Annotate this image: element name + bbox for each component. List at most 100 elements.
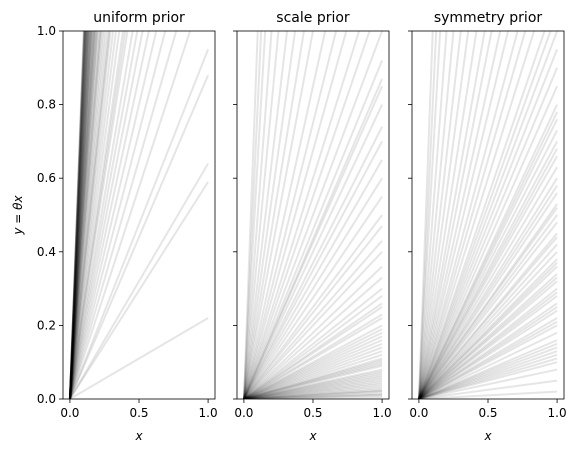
line-14 xyxy=(418,287,558,399)
line-28 xyxy=(68,31,98,399)
line-22 xyxy=(418,221,558,399)
y-tick-label: 0.2 xyxy=(37,318,56,332)
line-60 xyxy=(243,370,383,399)
line-15 xyxy=(418,280,558,399)
line-10 xyxy=(68,31,150,399)
line-63 xyxy=(243,350,383,399)
line-18 xyxy=(68,31,115,399)
line-56 xyxy=(243,389,383,399)
line-49 xyxy=(242,31,289,399)
line-58 xyxy=(68,31,102,399)
x-tick-label: 0.5 xyxy=(129,406,148,420)
line-38 xyxy=(242,78,384,399)
line-5 xyxy=(68,49,210,399)
line-27 xyxy=(243,251,383,399)
line-67 xyxy=(243,313,383,399)
line-21 xyxy=(418,232,558,399)
line-19 xyxy=(243,331,383,399)
line-50 xyxy=(417,31,448,399)
x-tick-label: 0.0 xyxy=(60,406,79,420)
x-tick-label: 0.0 xyxy=(409,406,428,420)
line-28 xyxy=(243,240,383,399)
line-19 xyxy=(418,251,558,399)
y-axis-label: y = θx xyxy=(11,194,25,235)
y-tick-label: 0.0 xyxy=(37,392,56,406)
line-2 xyxy=(418,379,558,399)
line-37 xyxy=(417,31,552,399)
line-61 xyxy=(418,262,558,399)
line-58 xyxy=(243,377,383,399)
line-17 xyxy=(68,31,117,399)
line-40 xyxy=(417,31,527,399)
line-26 xyxy=(68,31,100,399)
line-13 xyxy=(243,364,383,399)
x-tick-label: 1.0 xyxy=(373,406,392,420)
y-tick-label: 1.0 xyxy=(37,24,56,38)
line-34 xyxy=(243,140,383,399)
line-63 xyxy=(418,207,558,399)
line-62 xyxy=(243,359,383,399)
line-9 xyxy=(68,31,158,399)
series-lines xyxy=(417,31,559,399)
line-32 xyxy=(418,104,558,399)
line-27 xyxy=(68,31,99,399)
line-26 xyxy=(243,265,383,399)
line-37 xyxy=(242,85,384,399)
line-9 xyxy=(418,324,558,399)
line-2 xyxy=(69,181,209,399)
line-31 xyxy=(418,118,558,399)
line-59 xyxy=(68,31,111,399)
line-7 xyxy=(418,339,558,399)
line-31 xyxy=(243,196,383,399)
line-33 xyxy=(417,85,559,399)
line-19 xyxy=(68,31,112,399)
line-44 xyxy=(242,31,338,399)
line-25 xyxy=(418,192,558,399)
line-27 xyxy=(418,166,558,399)
line-65 xyxy=(418,148,558,399)
line-3 xyxy=(243,392,383,399)
line-41 xyxy=(417,31,519,399)
line-5 xyxy=(418,353,558,399)
line-35 xyxy=(243,126,383,399)
line-26 xyxy=(418,177,558,399)
line-16 xyxy=(418,273,558,399)
line-36 xyxy=(417,31,559,399)
line-5 xyxy=(243,388,383,399)
line-4 xyxy=(243,390,383,399)
line-25 xyxy=(68,31,101,399)
line-24 xyxy=(243,287,383,399)
line-3 xyxy=(69,162,209,399)
x-tick-label: 1.0 xyxy=(199,406,218,420)
panel-title: uniform prior xyxy=(93,10,185,26)
line-59 xyxy=(243,374,383,399)
line-12 xyxy=(243,368,383,399)
line-39 xyxy=(242,60,384,399)
line-30 xyxy=(243,214,383,399)
line-59 xyxy=(418,291,558,399)
line-57 xyxy=(68,31,97,399)
series-lines xyxy=(68,31,210,399)
line-1 xyxy=(418,390,558,399)
line-8 xyxy=(68,31,167,399)
line-56 xyxy=(418,342,558,399)
panel-title: symmetry prior xyxy=(434,10,543,26)
x-tick-label: 0.5 xyxy=(303,406,322,420)
line-70 xyxy=(68,31,96,399)
line-42 xyxy=(417,31,510,399)
line-15 xyxy=(243,357,383,399)
panel-title: scale prior xyxy=(276,10,350,26)
line-29 xyxy=(243,225,383,399)
line-25 xyxy=(243,276,383,399)
line-18 xyxy=(243,339,383,399)
line-34 xyxy=(417,67,559,399)
line-8 xyxy=(418,331,558,399)
line-7 xyxy=(243,385,383,399)
line-64 xyxy=(418,185,558,399)
line-40 xyxy=(242,31,384,399)
line-55 xyxy=(243,393,383,399)
line-11 xyxy=(418,309,558,399)
line-66 xyxy=(418,111,558,399)
line-23 xyxy=(418,214,558,399)
